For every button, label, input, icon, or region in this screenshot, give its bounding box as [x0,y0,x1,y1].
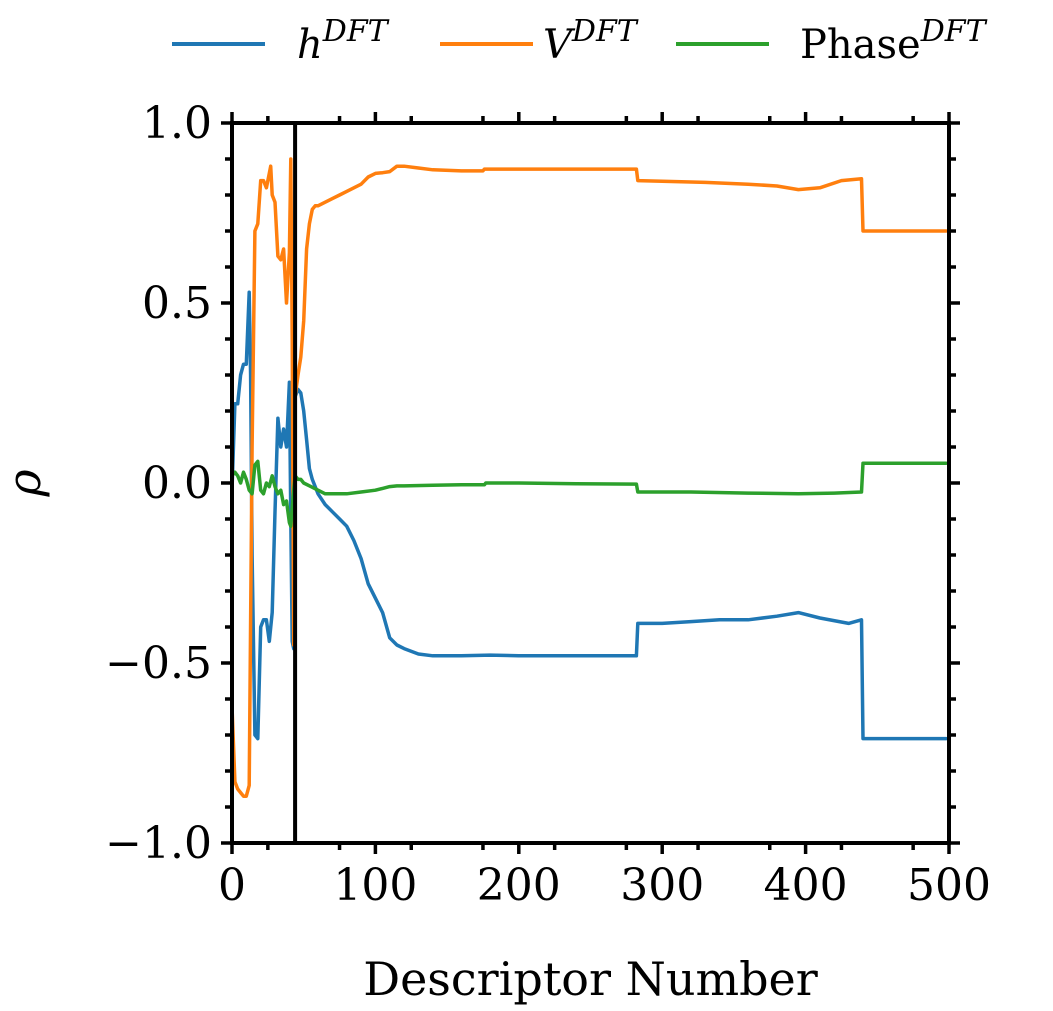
y-tick-label: 0.0 [142,458,212,509]
x-tick-label: 200 [477,860,561,911]
y-tick-label: 1.0 [142,98,212,149]
x-axis-label: Descriptor Number [363,952,818,1006]
legend: hDFT VDFT PhaseDFT [172,14,988,68]
legend-label-0: hDFT [297,14,390,68]
y-tick-label: −1.0 [105,818,212,869]
x-tick-label: 300 [620,860,704,911]
series-line-1 [230,157,948,798]
x-tick-labels: 0 100 200 300 400 500 [218,860,991,911]
series-line-0 [230,290,948,741]
series-layer [230,157,948,798]
ticks-layer [221,112,960,854]
x-tick-label: 100 [333,860,417,911]
legend-label-1: VDFT [543,14,639,68]
y-axis-label: ρ [0,469,51,497]
series-line-2 [230,459,948,528]
y-tick-label: −0.5 [105,638,212,689]
x-tick-label: 0 [218,860,246,911]
x-tick-label: 400 [764,860,848,911]
y-tick-label: 0.5 [142,278,212,329]
y-tick-labels: −1.0 −0.5 0.0 0.5 1.0 [105,98,212,869]
x-tick-label: 500 [907,860,991,911]
legend-label-2: PhaseDFT [800,14,988,68]
